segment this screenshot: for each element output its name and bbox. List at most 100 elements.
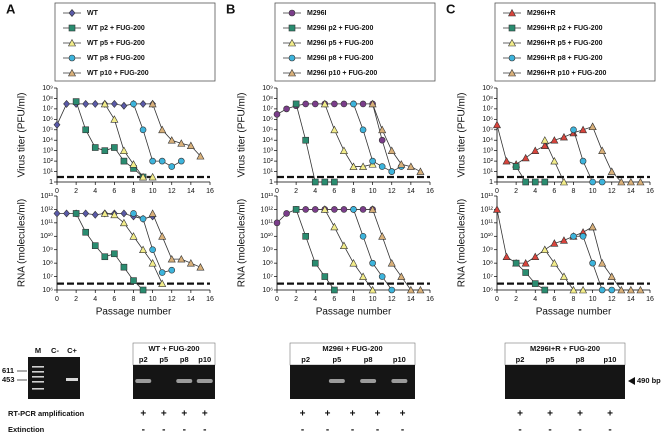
ladder-band xyxy=(32,381,44,383)
x-tick-label: 8 xyxy=(352,296,356,303)
x-tick-label: 10 xyxy=(369,188,377,195)
y-tick-label: 10¹⁰ xyxy=(260,232,273,240)
sign: - xyxy=(401,425,404,436)
data-point xyxy=(359,126,367,134)
y-tick-label: 10⁵ xyxy=(42,127,53,134)
lane-label: p8 xyxy=(180,355,189,364)
data-point xyxy=(101,253,109,261)
data-point xyxy=(168,266,176,274)
y-axis-label: RNA (molecules/ml) xyxy=(17,199,28,287)
gel-image xyxy=(505,365,625,399)
y-tick-label: 10⁷ xyxy=(483,106,494,113)
data-point xyxy=(397,272,406,280)
size-label: 453 xyxy=(2,375,15,384)
data-point xyxy=(588,122,597,130)
data-point xyxy=(330,125,339,134)
y-tick-label: 10⁹ xyxy=(482,85,493,92)
y-axis-label: Virus titer (PFU/ml) xyxy=(457,93,468,178)
x-tick-label: 12 xyxy=(608,188,616,195)
data-point xyxy=(378,136,386,144)
y-tick-label: 10³ xyxy=(43,148,54,155)
y-tick-label: 10⁶ xyxy=(482,116,493,123)
series-line xyxy=(592,126,641,183)
gel-band xyxy=(328,379,345,383)
data-point xyxy=(111,144,118,151)
data-point xyxy=(521,153,530,162)
x-tick-label: 2 xyxy=(74,188,78,195)
x-tick-label: 16 xyxy=(206,188,214,195)
legend-label: M296I p8 + FUG-200 xyxy=(307,55,373,62)
data-point xyxy=(120,209,128,218)
legend-box xyxy=(274,2,436,82)
y-tick-label: 10² xyxy=(263,158,274,165)
sign: - xyxy=(578,425,581,436)
y-tick-label: 10⁹ xyxy=(42,247,53,254)
data-point xyxy=(522,178,529,186)
data-point xyxy=(598,178,606,186)
y-tick-label: 10¹¹ xyxy=(41,220,54,227)
data-point xyxy=(320,205,329,213)
y-tick-label: 10² xyxy=(483,158,494,165)
y-tick-label: 10¹³ xyxy=(481,193,494,200)
legend-marker xyxy=(287,68,297,77)
panel-letter: B xyxy=(226,1,235,16)
legend-marker xyxy=(507,68,517,77)
x-tick-label: 6 xyxy=(332,188,336,195)
data-point xyxy=(579,157,587,165)
x-tick-label: 12 xyxy=(388,296,396,303)
sign: + xyxy=(577,409,583,420)
gel-title: M296I + FUG-200 xyxy=(322,344,382,353)
data-point xyxy=(292,100,300,108)
y-tick-label: 10¹ xyxy=(43,168,54,175)
gel-band xyxy=(391,379,408,383)
data-point xyxy=(139,99,147,108)
data-point xyxy=(541,178,549,186)
data-point xyxy=(139,245,148,254)
data-point xyxy=(579,125,588,134)
y-tick-label: 10⁶ xyxy=(262,287,273,294)
data-point xyxy=(311,100,319,108)
y-tick-label: 10¹² xyxy=(261,206,274,213)
data-point xyxy=(330,222,339,231)
data-point xyxy=(130,277,137,284)
series-line xyxy=(133,103,182,168)
data-point xyxy=(91,144,99,151)
data-point xyxy=(331,206,338,213)
legend-marker xyxy=(508,54,516,62)
lane-label: p5 xyxy=(332,355,341,364)
data-point xyxy=(607,167,616,175)
data-point xyxy=(589,178,596,186)
lane-label: p2 xyxy=(139,355,148,364)
legend-label: M296I p2 + FUG-200 xyxy=(307,25,373,32)
series-line xyxy=(515,262,546,291)
sign: - xyxy=(183,425,186,436)
legend-label: M296I+R p10 + FUG-200 xyxy=(527,70,606,77)
sign: + xyxy=(325,409,331,420)
data-point xyxy=(53,120,61,129)
y-tick-label: 10² xyxy=(43,158,54,165)
series-line xyxy=(515,166,545,183)
y-tick-label: 10⁹ xyxy=(482,247,493,254)
control-band xyxy=(66,378,78,381)
sign: - xyxy=(142,425,145,436)
data-point xyxy=(416,285,425,294)
data-point xyxy=(139,215,147,223)
sign: - xyxy=(203,425,206,436)
data-point xyxy=(302,232,309,240)
data-point xyxy=(186,259,195,267)
data-point xyxy=(626,285,635,294)
y-tick-label: 10¹² xyxy=(481,206,494,213)
data-point xyxy=(167,136,176,144)
data-point xyxy=(119,146,128,154)
series-line xyxy=(152,213,201,268)
row-label: RT-PCR amplification xyxy=(8,409,85,418)
data-point xyxy=(177,254,186,263)
ladder-label: M xyxy=(35,346,41,355)
data-point xyxy=(311,259,319,267)
data-point xyxy=(570,126,577,134)
data-point xyxy=(512,259,520,267)
data-point xyxy=(559,272,568,280)
x-axis-label: Passage number xyxy=(96,307,172,318)
lane-label: p10 xyxy=(604,355,617,364)
data-point xyxy=(359,232,367,240)
